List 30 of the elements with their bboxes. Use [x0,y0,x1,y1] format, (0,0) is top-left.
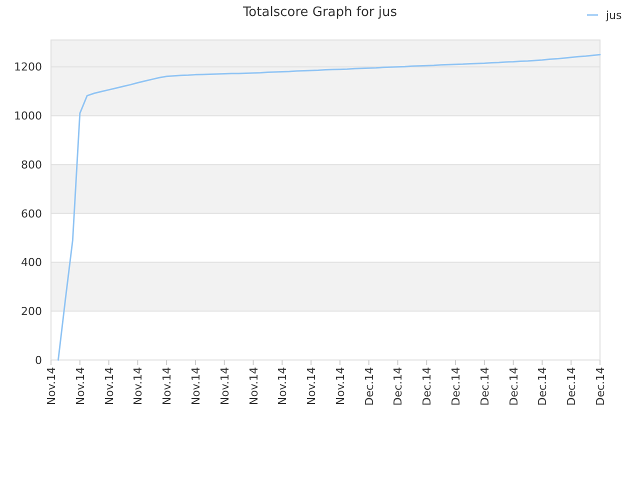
x-tick-label: Dec.14 [392,367,405,406]
x-tick-label: Nov.14 [74,367,87,406]
y-tick-label: 600 [21,207,42,220]
x-tick-label: Dec.14 [594,367,607,406]
x-tick-label: Nov.14 [160,367,174,406]
y-tick-label: 1000 [14,110,42,123]
y-tick-label: 1200 [14,60,42,74]
x-tick-label: Dec.14 [420,367,434,406]
x-tick-label: Nov.14 [45,367,58,406]
x-tick-label: Dec.14 [536,367,550,406]
y-tick-label: 0 [35,354,42,367]
y-tick-label: 200 [21,304,42,318]
chart-title: Totalscore Graph for jus [242,5,398,20]
y-tick-label: 400 [21,256,42,270]
x-tick-label: Nov.14 [276,367,290,406]
x-tick-label: Nov.14 [132,367,145,406]
y-tick-label: 800 [21,158,42,172]
x-tick-label: Nov.14 [334,367,347,406]
x-tick-label: Dec.14 [507,367,520,406]
x-tick-label: Dec.14 [362,367,376,406]
x-tick-label: Nov.14 [305,367,318,406]
x-tick-label: Nov.14 [247,367,260,406]
x-tick-label: Dec.14 [565,367,578,406]
line-series [57,54,601,361]
x-tick-label: Nov.14 [218,367,232,406]
legend-label: jus [605,8,622,22]
x-tick-label: Nov.14 [102,367,116,406]
x-tick-label: Dec.14 [478,367,492,406]
x-tick-label: Dec.14 [450,367,463,406]
x-tick-label: Nov.14 [189,367,202,406]
